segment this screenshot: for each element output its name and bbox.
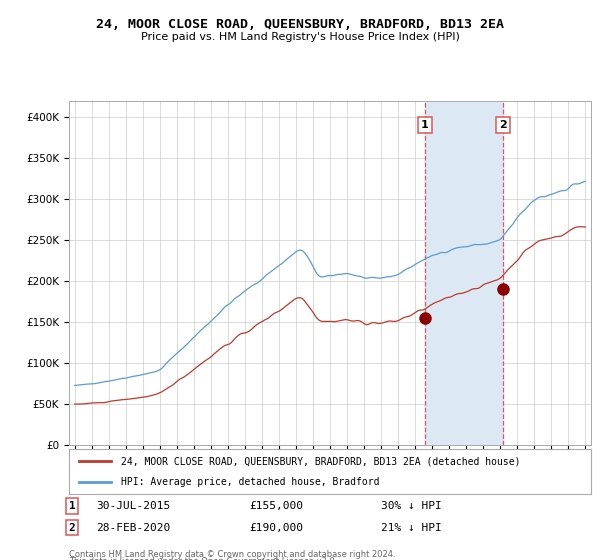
Bar <box>425 101 503 445</box>
Text: This data is licensed under the Open Government Licence v3.0.: This data is licensed under the Open Gov… <box>69 557 337 560</box>
Text: Contains HM Land Registry data © Crown copyright and database right 2024.: Contains HM Land Registry data © Crown c… <box>69 550 395 559</box>
Text: 1: 1 <box>421 456 429 466</box>
Text: 2: 2 <box>499 120 507 130</box>
Text: 24, MOOR CLOSE ROAD, QUEENSBURY, BRADFORD, BD13 2EA (detached house): 24, MOOR CLOSE ROAD, QUEENSBURY, BRADFOR… <box>121 456 521 466</box>
Text: 1: 1 <box>421 120 429 130</box>
Text: £155,000: £155,000 <box>249 501 303 511</box>
Text: 28-FEB-2020: 28-FEB-2020 <box>96 522 170 533</box>
Text: 24, MOOR CLOSE ROAD, QUEENSBURY, BRADFORD, BD13 2EA: 24, MOOR CLOSE ROAD, QUEENSBURY, BRADFOR… <box>96 18 504 31</box>
Text: 30-JUL-2015: 30-JUL-2015 <box>96 501 170 511</box>
Text: 2: 2 <box>499 456 507 466</box>
Text: Price paid vs. HM Land Registry's House Price Index (HPI): Price paid vs. HM Land Registry's House … <box>140 32 460 43</box>
Text: 30% ↓ HPI: 30% ↓ HPI <box>381 501 442 511</box>
Text: 1: 1 <box>68 501 76 511</box>
Text: £190,000: £190,000 <box>249 522 303 533</box>
Text: 2: 2 <box>68 522 76 533</box>
Text: 21% ↓ HPI: 21% ↓ HPI <box>381 522 442 533</box>
Text: HPI: Average price, detached house, Bradford: HPI: Average price, detached house, Brad… <box>121 477 380 487</box>
